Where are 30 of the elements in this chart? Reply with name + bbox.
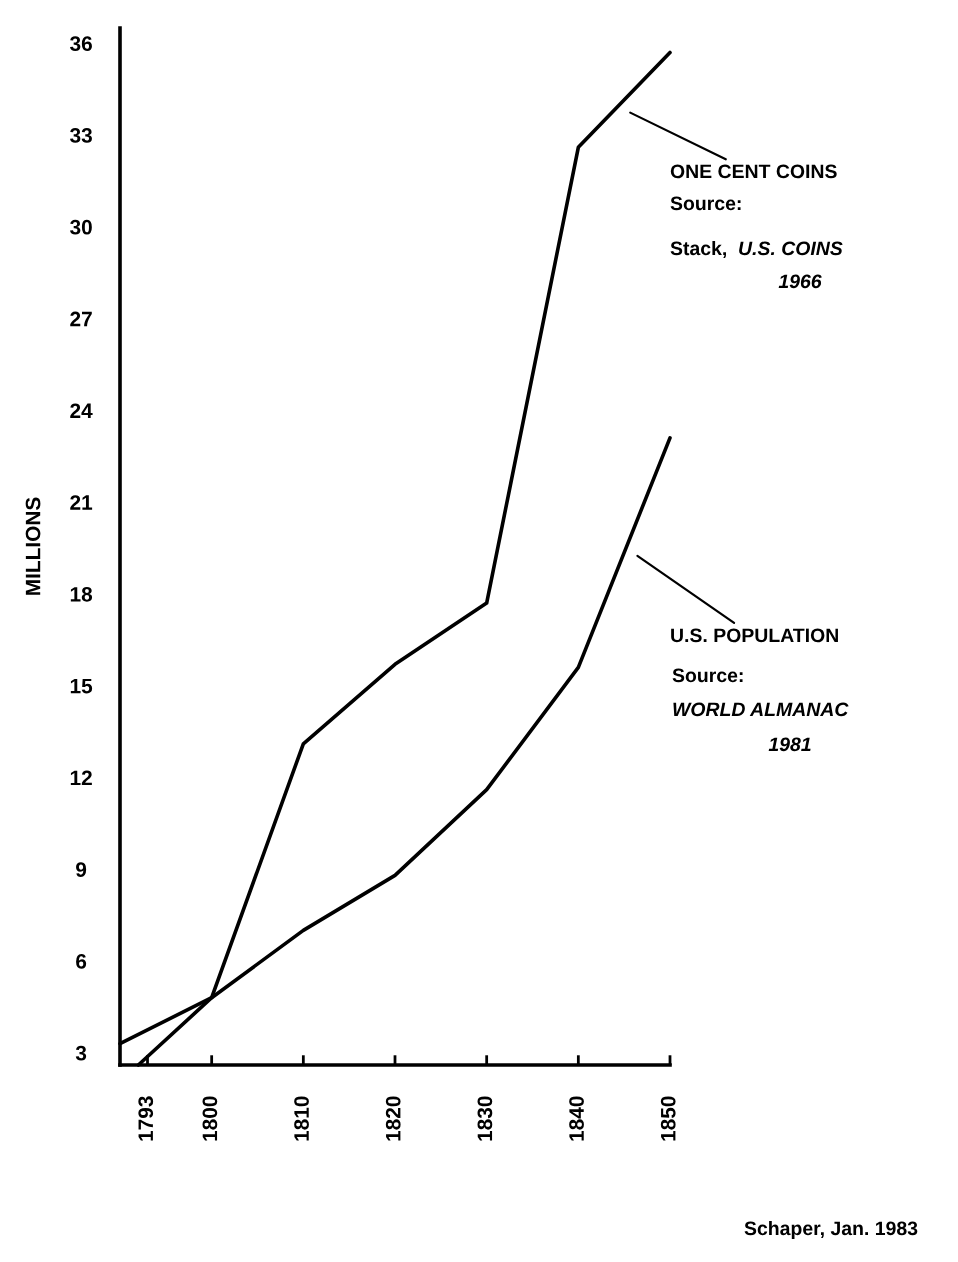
y-tick-label: 27 bbox=[70, 311, 92, 327]
x-tick-label: 1820 bbox=[385, 1096, 401, 1141]
text: 1966 bbox=[778, 274, 822, 289]
y-tick-label: 6 bbox=[76, 954, 87, 969]
text: 1981 bbox=[768, 737, 811, 752]
x-tick-label: 1800 bbox=[202, 1096, 218, 1141]
y-tick-label: 21 bbox=[70, 495, 93, 510]
x-tick-label: 1830 bbox=[477, 1096, 493, 1141]
text: Schaper, Jan. 1983 bbox=[744, 1220, 918, 1240]
y-tick-label: 3 bbox=[75, 1045, 87, 1061]
y-tick-label: 15 bbox=[70, 678, 93, 694]
text: WORLD ALMANAC bbox=[673, 702, 849, 717]
text: U.S. POPULATION bbox=[671, 628, 838, 643]
x-tick-label: 1810 bbox=[294, 1096, 309, 1141]
text: ONE CENT COINS bbox=[670, 164, 837, 179]
x-tick-label: 1840 bbox=[569, 1096, 584, 1141]
y-tick-label: 36 bbox=[70, 36, 92, 52]
y-axis-title: MILLIONS bbox=[25, 497, 41, 595]
y-tick-label: 30 bbox=[70, 219, 92, 235]
y-tick-label: 33 bbox=[70, 128, 92, 143]
y-tick-label: 9 bbox=[76, 862, 87, 877]
source-note: Source: bbox=[670, 196, 741, 211]
source-note: Source: bbox=[672, 668, 743, 683]
y-tick-label: 24 bbox=[70, 403, 93, 418]
text: U.S. COINS bbox=[739, 241, 843, 256]
y-tick-label: 18 bbox=[70, 586, 93, 602]
x-tick-label: 1850 bbox=[660, 1096, 676, 1141]
x-tick-label: 1793 bbox=[138, 1096, 154, 1141]
y-tick-label: 12 bbox=[70, 770, 92, 785]
text: Stack, bbox=[670, 240, 726, 259]
